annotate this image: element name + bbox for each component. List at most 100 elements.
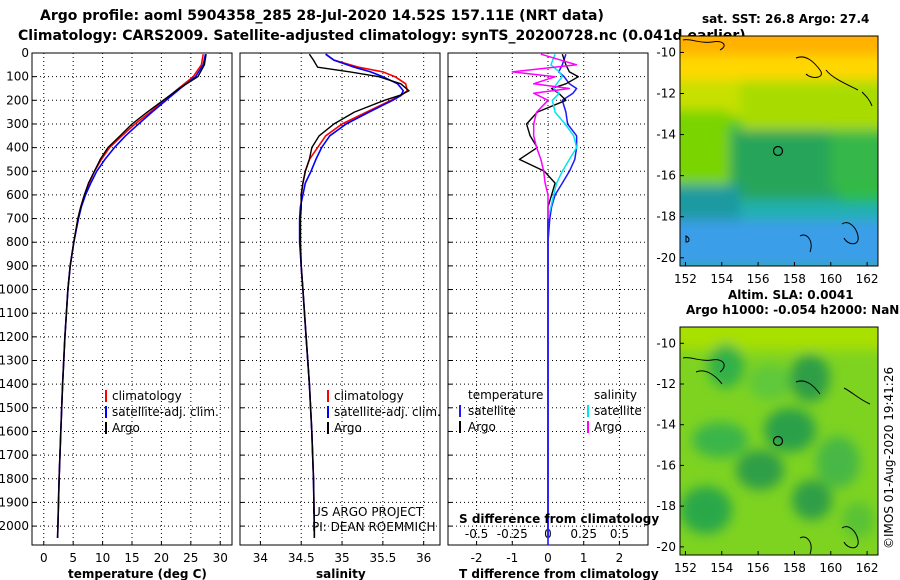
difference-x-tick-label: -2: [471, 551, 483, 565]
credit-pi: PI: DEAN ROEMMICH: [312, 520, 435, 534]
salinity-series-climatology: [299, 53, 409, 538]
difference-series-temperature-satellite: [547, 53, 578, 538]
difference-x-tick-label: 2: [616, 551, 624, 565]
sla-map-title-line2: Argo h1000: -0.054 h2000: NaN: [686, 303, 899, 317]
salinity-x-label: salinity: [316, 567, 366, 580]
difference-s-tick-label: 0.25: [570, 527, 597, 541]
legend-t-satellite-label: satellite: [468, 404, 516, 418]
depth-tick-label: 1600: [0, 424, 29, 438]
sst-lon-ticks: 152 154 156 158 160 162: [674, 262, 879, 286]
sst-lat-label: -14: [656, 128, 676, 142]
difference-legend: temperature salinity satellite Argo sate…: [459, 388, 642, 434]
imos-watermark: ©IMOS 01-Aug-2020 19:41:26: [882, 367, 896, 549]
figure-title-line1: Argo profile: aoml 5904358_285 28-Jul-20…: [40, 8, 604, 24]
sla-lat-label: -20: [656, 540, 676, 554]
legend-satellite-label: satellite-adj. clim.: [334, 405, 441, 419]
depth-tick-label: 1500: [0, 401, 29, 415]
sst-map-title: sat. SST: 26.8 Argo: 27.4: [702, 12, 869, 26]
depth-tick-label: 1200: [0, 330, 29, 344]
depth-tick-label: 700: [6, 212, 29, 226]
difference-x-label: T difference from climatology: [459, 567, 659, 580]
salinity-x-tick-label: 35: [334, 551, 349, 565]
depth-tick-label: 0: [21, 46, 29, 60]
sla-lon-label: 162: [856, 561, 879, 575]
temperature-x-tick-label: 30: [213, 551, 228, 565]
sla-map: [680, 327, 878, 555]
temperature-series-argo: [56, 54, 207, 538]
difference-x-tick-label: 0: [544, 551, 552, 565]
difference-s-tick-label: 0.5: [610, 527, 629, 541]
temperature-x-tick-label: 20: [154, 551, 169, 565]
sst-lon-label: 162: [856, 272, 879, 286]
temperature-x-label: temperature (deg C): [68, 567, 207, 580]
salinity-x-tick-label: 34: [253, 551, 268, 565]
sst-float-marker: [772, 145, 784, 157]
depth-tick-label: 200: [6, 93, 29, 107]
depth-tick-label: 800: [6, 235, 29, 249]
temperature-x-tick-label: 5: [69, 551, 77, 565]
sst-lat-label: -12: [656, 87, 676, 101]
salinity-x-tick-label: 34.5: [288, 551, 315, 565]
sla-lon-label: 158: [783, 561, 806, 575]
legend-argo-label: Argo: [112, 421, 140, 435]
depth-tick-label: 1400: [0, 377, 29, 391]
difference-series-salinity-satellite: [547, 53, 578, 538]
difference-s-axis-label: S difference from climatology: [459, 512, 659, 526]
sla-lat-label: -14: [656, 418, 676, 432]
sla-map-title-line1: Altim. SLA: 0.0041: [728, 288, 854, 302]
salinity-series-satellite-adj-clim-: [298, 53, 405, 538]
sla-lon-label: 152: [674, 561, 697, 575]
grid-layer: [32, 52, 648, 545]
sst-lat-label: -18: [656, 210, 676, 224]
temperature-series-climatology: [56, 54, 204, 538]
legend-argo-label: Argo: [334, 421, 362, 435]
temperature-legend: climatology satellite-adj. clim. Argo: [105, 389, 219, 435]
depth-tick-labels: 0 100 200 300 400 500 600 700 800 900 1000 1100 1200…: [0, 46, 29, 533]
depth-tick-label: 1100: [0, 306, 29, 320]
x-tick-labels: 0 5 10 15 20 25 30 34 34.5 35 35.5 36 -2 -1 0 1 2 -0.5 -0.…: [40, 527, 629, 565]
sst-lat-label: -10: [656, 45, 676, 59]
depth-tick-label: 1900: [0, 495, 29, 509]
depth-tick-label: 400: [6, 141, 29, 155]
depth-tick-label: 1700: [0, 448, 29, 462]
sla-lat-label: -18: [656, 499, 676, 513]
sla-map-frame: [679, 326, 879, 556]
legend-climatology-label: climatology: [112, 389, 182, 403]
salinity-x-tick-label: 35.5: [369, 551, 396, 565]
sst-lon-label: 154: [710, 272, 733, 286]
sst-lon-label: 160: [819, 272, 842, 286]
sla-lon-label: 154: [710, 561, 733, 575]
temperature-x-tick-label: 25: [183, 551, 198, 565]
depth-tick-label: 600: [6, 188, 29, 202]
sst-lon-label: 152: [674, 272, 697, 286]
sla-lon-ticks: 152 154 156 158 160 162: [674, 551, 879, 575]
legend-salinity-heading: salinity: [594, 388, 637, 402]
difference-x-tick-label: -1: [506, 551, 518, 565]
salinity-panel-frame: [239, 52, 441, 546]
sst-lat-ticks: -10 -12 -14 -16 -18 -20: [656, 45, 684, 265]
temperature-x-tick-label: 10: [95, 551, 110, 565]
legend-s-argo-label: Argo: [594, 420, 622, 434]
sla-lat-label: -10: [656, 336, 676, 350]
depth-tick-label: 1000: [0, 283, 29, 297]
difference-x-tick-label: 1: [580, 551, 588, 565]
sla-lon-label: 160: [819, 561, 842, 575]
credit-project: US ARGO PROJECT: [312, 505, 424, 519]
legend-climatology-label: climatology: [334, 389, 404, 403]
sst-map-frame: [679, 35, 879, 267]
sla-float-marker: [772, 435, 784, 447]
depth-tick-label: 300: [6, 117, 29, 131]
depth-tick-label: 1300: [0, 354, 29, 368]
salinity-x-tick-label: 36: [416, 551, 431, 565]
legend-satellite-label: satellite-adj. clim.: [112, 405, 219, 419]
series-layer: [56, 53, 580, 545]
sla-lon-label: 156: [747, 561, 770, 575]
temperature-x-tick-label: 0: [40, 551, 48, 565]
salinity-series-argo: [299, 53, 410, 538]
depth-tick-label: 1800: [0, 472, 29, 486]
depth-tick-label: 500: [6, 164, 29, 178]
sla-lat-label: -16: [656, 458, 676, 472]
temperature-x-tick-label: 15: [124, 551, 139, 565]
difference-s-tick-label: -0.25: [497, 527, 528, 541]
